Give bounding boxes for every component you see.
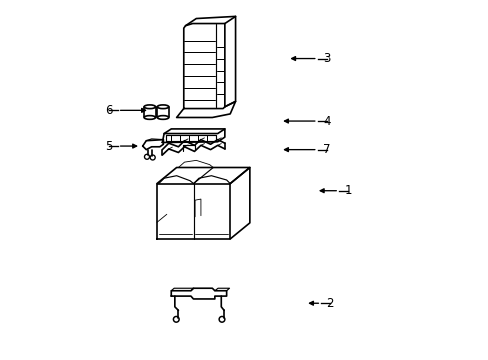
Text: 2: 2	[326, 297, 333, 310]
Text: 1: 1	[344, 184, 351, 197]
Text: 5: 5	[105, 140, 112, 153]
Text: 7: 7	[322, 143, 330, 156]
Text: 4: 4	[322, 114, 330, 127]
Text: 3: 3	[322, 52, 330, 65]
Text: 6: 6	[105, 104, 112, 117]
